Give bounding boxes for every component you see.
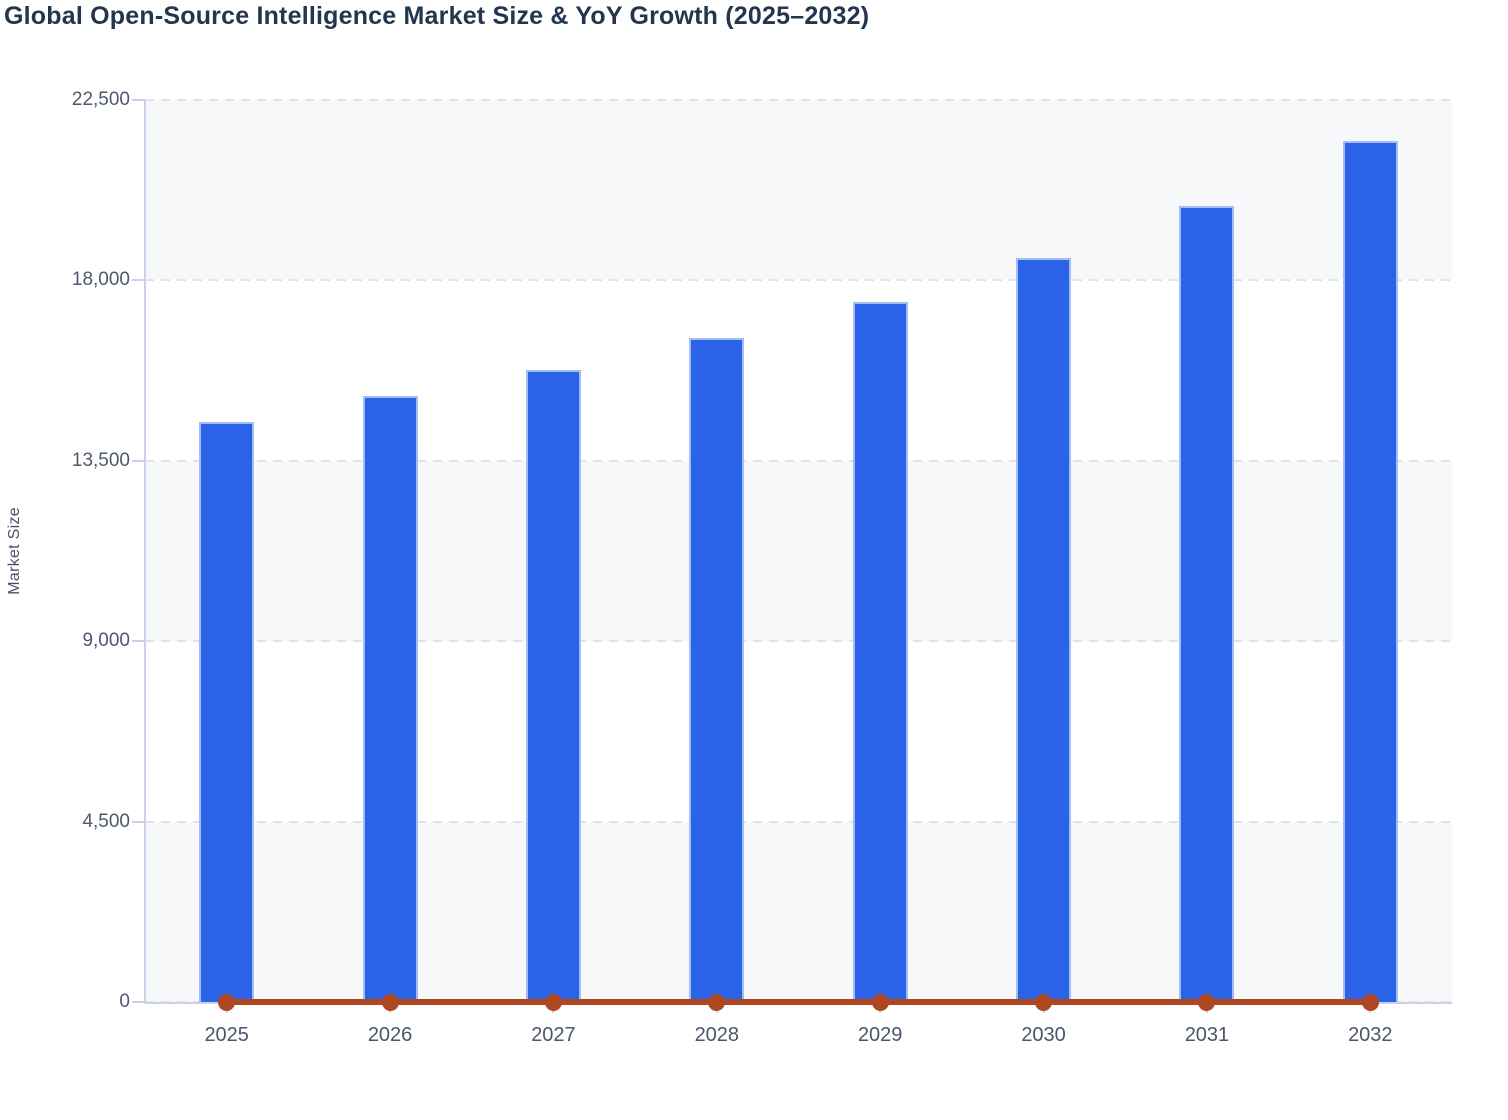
bar-2032 — [1342, 141, 1398, 1002]
yoy-growth-dot-2027 — [544, 993, 562, 1011]
x-tick-label-2031: 2031 — [1184, 1024, 1230, 1046]
y-tick-label-9000: 9,000 — [82, 630, 130, 652]
y-axis-tick — [132, 99, 145, 101]
yoy-growth-dot-2025 — [218, 993, 236, 1011]
bar-2026 — [362, 395, 418, 1002]
x-tick-label-2028: 2028 — [694, 1024, 740, 1046]
plot-band — [145, 280, 1452, 461]
yoy-growth-dot-2032 — [1361, 993, 1379, 1011]
yoy-growth-dot-2026 — [381, 993, 399, 1011]
y-axis-line — [144, 100, 146, 1004]
y-tick-label-4500: 4,500 — [82, 810, 130, 832]
x-tick-label-2025: 2025 — [204, 1024, 249, 1046]
yoy-growth-line — [226, 999, 1371, 1005]
bar-2030 — [1016, 258, 1072, 1002]
bar-2031 — [1179, 205, 1235, 1002]
y-tick-label-22500: 22,500 — [71, 89, 130, 110]
chart-title: Global Open-Source Intelligence Market S… — [4, 2, 870, 30]
yoy-growth-dot-2031 — [1198, 993, 1216, 1011]
y-axis-tick — [132, 279, 145, 282]
plot-band — [145, 100, 1452, 281]
y-tick-label-18000: 18,000 — [71, 269, 130, 291]
plot-band — [145, 460, 1452, 642]
plot-band — [145, 641, 1452, 822]
bar-2027 — [525, 370, 581, 1002]
plot-area — [145, 99, 1452, 1011]
y-axis-tick — [132, 459, 145, 462]
yoy-growth-dot-2030 — [1035, 993, 1053, 1011]
x-tick-label-2029: 2029 — [857, 1024, 903, 1046]
y-axis-tick — [132, 1001, 145, 1003]
y-tick-label-13500: 13,500 — [71, 449, 130, 471]
gridline — [145, 640, 1452, 643]
gridline — [145, 279, 1452, 282]
y-tick-label-0: 0 — [119, 991, 130, 1012]
x-tick-label-2030: 2030 — [1021, 1024, 1066, 1046]
y-axis-title: Market Size — [6, 507, 23, 595]
bar-2028 — [689, 337, 745, 1002]
gridline — [145, 820, 1452, 823]
yoy-growth-dot-2029 — [871, 993, 889, 1011]
y-axis-tick — [132, 640, 145, 643]
gridline — [145, 459, 1452, 462]
gridline — [145, 99, 1452, 101]
plot-band — [145, 821, 1452, 1002]
y-axis-title-wrap: Market Size — [6, 100, 24, 1002]
x-tick-label-2026: 2026 — [367, 1024, 413, 1046]
y-axis-tick — [132, 820, 145, 823]
yoy-growth-dot-2028 — [708, 993, 726, 1011]
bar-2025 — [199, 422, 255, 1002]
x-tick-label-2032: 2032 — [1348, 1024, 1393, 1046]
x-tick-label-2027: 2027 — [531, 1024, 576, 1046]
bar-2029 — [852, 302, 908, 1002]
